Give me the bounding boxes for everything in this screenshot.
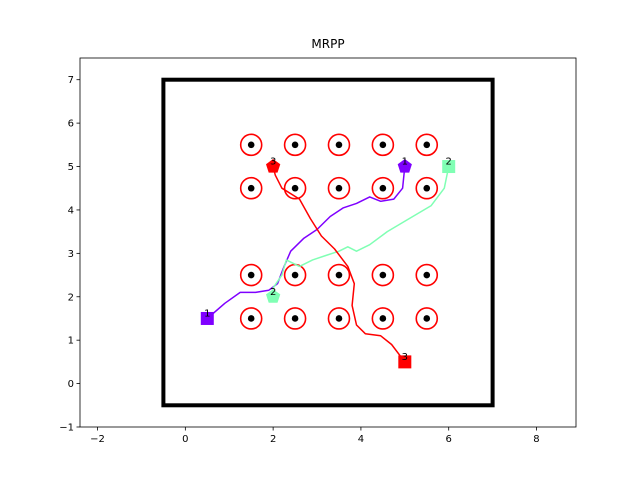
obstacle-ring: [415, 176, 439, 200]
axes-frame: [79, 57, 577, 428]
robot-goal-label: 3: [270, 157, 276, 168]
obstacle-ring: [415, 263, 439, 287]
obstacle-center: [335, 184, 343, 192]
obstacle-ring: [327, 176, 351, 200]
y-tick-label: −1: [59, 423, 74, 434]
obstacle-center: [291, 271, 299, 279]
robot-path-2: [272, 166, 450, 297]
obstacle-center: [335, 315, 343, 322]
y-tick-label: 5: [68, 162, 74, 173]
robot-goal-label: 2: [270, 287, 276, 298]
obstacle-center: [291, 184, 299, 192]
robot-start-label: 2: [446, 157, 452, 168]
chart-title: MRPP: [311, 37, 344, 51]
robot-start-label: 1: [204, 308, 210, 319]
obstacle-ring: [283, 133, 307, 157]
obstacle-ring: [239, 263, 263, 287]
robot-goal-2: [266, 289, 281, 303]
obstacle-center: [379, 141, 387, 149]
y-tick-label: 3: [68, 249, 74, 260]
obstacle-center: [247, 184, 255, 192]
obstacle-ring: [239, 176, 263, 200]
obstacle-center: [291, 315, 299, 322]
y-axis: −1 0 1 2 3 4 5 6 7: [59, 75, 80, 434]
obstacle-center: [335, 141, 343, 149]
robot-goal-1: [397, 159, 412, 173]
x-axis: −2 0 2 4 6 8: [90, 427, 540, 445]
obstacle-ring: [239, 307, 263, 330]
workspace-boundary: [161, 77, 495, 408]
y-tick-label: 1: [68, 336, 74, 347]
obstacle-center: [291, 141, 299, 149]
robot-goal-label: 1: [402, 157, 408, 168]
obstacle-center: [247, 141, 255, 149]
robot-path-1: [206, 166, 406, 320]
obstacle-center: [247, 271, 255, 279]
robot-start-1: [200, 311, 214, 325]
obstacle-ring: [415, 133, 439, 157]
x-tick-label: −2: [90, 434, 105, 445]
plot-area: 1 1 2 2 3 3: [161, 77, 495, 408]
y-tick-label: 7: [68, 75, 74, 86]
obstacle-center: [379, 271, 387, 279]
y-tick-label: 4: [68, 205, 74, 216]
robot-start-2: [442, 160, 456, 174]
obstacle-ring: [283, 176, 307, 200]
obstacle-center: [423, 271, 431, 279]
obstacle-center: [379, 315, 387, 322]
obstacle-ring: [371, 176, 395, 200]
y-tick-label: 2: [68, 292, 74, 303]
obstacle-ring: [371, 263, 395, 287]
x-tick-label: 6: [446, 434, 452, 445]
y-tick-label: 6: [68, 119, 74, 130]
obstacle-center: [423, 315, 431, 322]
obstacle-center: [423, 184, 431, 192]
obstacle-ring: [415, 307, 439, 330]
obstacle-ring: [327, 133, 351, 157]
x-tick-label: 2: [270, 434, 276, 445]
robot-path-3: [272, 166, 406, 363]
robot-start-label: 3: [402, 352, 408, 363]
obstacle-ring: [283, 307, 307, 330]
x-tick-label: 8: [533, 434, 539, 445]
obstacle-ring: [371, 307, 395, 330]
obstacle-ring: [239, 133, 263, 157]
obstacle-center: [335, 271, 343, 279]
obstacle-center: [423, 141, 431, 149]
x-tick-label: 4: [358, 434, 364, 445]
obstacle-ring: [371, 133, 395, 157]
y-tick-label: 0: [68, 379, 74, 390]
obstacle-center: [379, 184, 387, 192]
robot-goal-3: [266, 159, 281, 173]
x-tick-label: 0: [182, 434, 188, 445]
obstacle-center: [247, 315, 255, 322]
obstacle-ring: [327, 307, 351, 330]
obstacle-ring: [327, 263, 351, 287]
robot-start-3: [398, 355, 412, 369]
